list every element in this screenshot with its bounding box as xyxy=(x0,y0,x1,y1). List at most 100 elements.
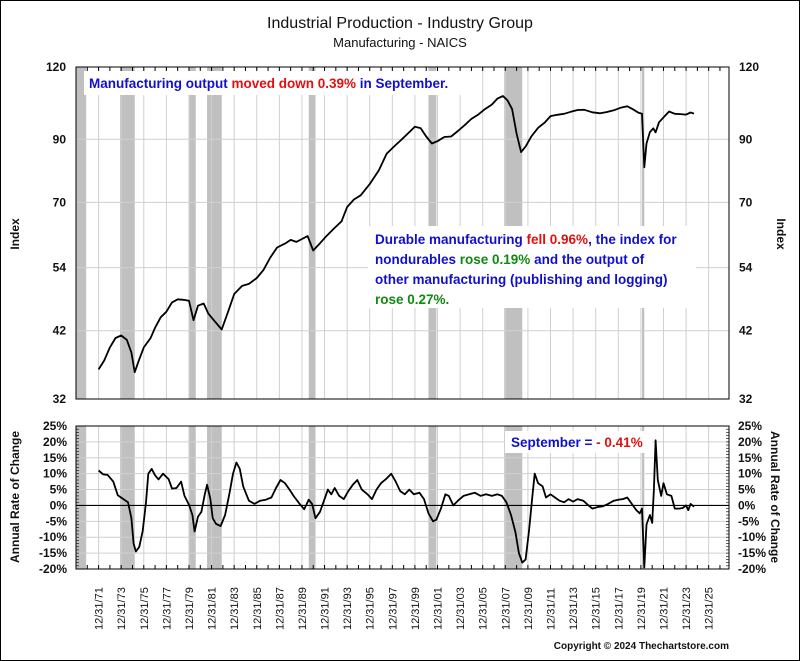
chart-subtitle: Manufacturing - NAICS xyxy=(333,35,467,50)
bottom-ytick-right: 15% xyxy=(738,451,762,465)
x-tick-label: 12/31/05 xyxy=(478,587,490,630)
annotation-span: Manufacturing output xyxy=(89,76,231,91)
top-ytick-right: 120 xyxy=(739,60,759,74)
recession-band xyxy=(428,426,437,569)
recession-band xyxy=(76,426,87,569)
recession-band xyxy=(642,426,645,569)
recession-band xyxy=(207,67,222,399)
annotation-headline: Manufacturing output moved down 0.39% in… xyxy=(89,76,448,91)
x-tick-label: 12/31/13 xyxy=(568,587,580,630)
x-tick-label: 12/31/91 xyxy=(320,587,332,630)
bottom-ytick-left: 0% xyxy=(50,498,68,512)
bottom-ytick-left: 15% xyxy=(43,451,67,465)
recession-band xyxy=(120,67,135,399)
annotation-box-2 xyxy=(368,226,696,308)
bottom-ytick-right: -5% xyxy=(738,514,760,528)
recession-band xyxy=(188,426,196,569)
bottom-ytick-right: -10% xyxy=(738,530,766,544)
annotation-span: rose 0.19% xyxy=(460,252,531,267)
x-tick-label: 12/31/17 xyxy=(613,587,625,630)
recession-band xyxy=(76,67,87,399)
top-ytick-right: 32 xyxy=(739,392,753,406)
annotation-september: September = - 0.41% xyxy=(511,435,643,450)
bottom-ytick-left: 25% xyxy=(43,419,67,433)
x-tick-label: 12/31/15 xyxy=(591,587,603,630)
annotation-span: in September. xyxy=(356,76,448,91)
bottom-ytick-left: 10% xyxy=(43,467,67,481)
bottom-ytick-left: 5% xyxy=(50,483,68,497)
x-tick-label: 12/31/21 xyxy=(659,587,671,630)
bottom-ytick-right: -20% xyxy=(738,562,766,576)
annotation-span: and the output of xyxy=(530,252,644,267)
rate-of-change-line xyxy=(98,439,695,569)
bottom-ytick-left: -5% xyxy=(46,514,68,528)
bottom-ytick-right: 5% xyxy=(738,483,756,497)
recession-band xyxy=(308,426,316,569)
x-axis: 12/31/71 12/31/73 12/31/75 12/31/77 12/31/79… xyxy=(94,587,716,630)
top-ytick-right: 42 xyxy=(739,324,753,338)
bottom-ylabel-left: Annual Rate of Change xyxy=(8,431,22,563)
recession-band xyxy=(308,67,316,399)
x-tick-label: 12/31/89 xyxy=(297,587,309,630)
annotation-line: other manufacturing (publishing and logg… xyxy=(375,272,667,287)
x-tick-label: 12/31/25 xyxy=(704,587,716,630)
bottom-plot-border xyxy=(75,425,730,570)
x-tick-label: 12/31/99 xyxy=(410,587,422,630)
bottom-ytick-left: 20% xyxy=(43,435,67,449)
bottom-ytick-right: 25% xyxy=(738,419,762,433)
annotation-span: fell 0.96% xyxy=(527,232,589,247)
bottom-ylabel-right: Annual Rate of Change xyxy=(768,431,782,563)
annotation-span: Durable manufacturing xyxy=(375,232,527,247)
top-ytick-right: 70 xyxy=(739,195,753,209)
recession-band xyxy=(188,67,196,399)
top-ytick-left: 70 xyxy=(53,195,67,209)
annotation-box-3 xyxy=(505,431,652,453)
bottom-ytick-left: -20% xyxy=(39,562,67,576)
x-tick-label: 12/31/03 xyxy=(455,587,467,630)
annotation-span: - 0.41% xyxy=(596,435,643,450)
x-tick-label: 12/31/71 xyxy=(94,587,106,630)
bottom-panel: -20% -20%-15% -15%-10% -10%-5% -5%0% 0%5% 5%10… xyxy=(39,419,766,576)
x-tick-label: 12/31/87 xyxy=(274,587,286,630)
top-ytick-left: 90 xyxy=(53,132,67,146)
recession-band xyxy=(504,426,523,569)
x-tick-label: 12/31/11 xyxy=(546,588,558,630)
top-ytick-left: 42 xyxy=(53,324,67,338)
x-tick-label: 12/31/09 xyxy=(523,587,535,630)
bottom-ytick-right: 0% xyxy=(738,498,756,512)
bottom-ytick-right: 10% xyxy=(738,467,762,481)
annotation-span: rose 0.27%. xyxy=(375,292,449,307)
x-tick-label: 12/31/73 xyxy=(116,587,128,630)
manufacturing-index-line xyxy=(97,95,695,374)
annotation-span: other manufacturing (publishing and logg… xyxy=(375,272,667,287)
top-panel: 32 32 42 42 54 54 70 70 90 90 120 120 Manufacturing … xyxy=(46,60,759,406)
x-tick-label: 12/31/07 xyxy=(500,587,512,630)
annotation-line: rose 0.27%. xyxy=(375,292,449,307)
x-tick-label: 12/31/79 xyxy=(184,587,196,630)
top-ytick-right: 90 xyxy=(739,132,753,146)
annotation-span: nondurables xyxy=(375,252,460,267)
bottom-ytick-right: -15% xyxy=(738,546,766,560)
x-tick-label: 12/31/97 xyxy=(387,587,399,630)
x-tick-label: 12/31/83 xyxy=(229,587,241,630)
x-tick-label: 12/31/85 xyxy=(252,587,264,630)
copyright: Copyright © 2024 Thechartstore.com xyxy=(554,641,729,652)
top-ylabel-right: Index xyxy=(774,218,788,250)
x-tick-label: 12/31/75 xyxy=(139,587,151,630)
top-ylabel-left: Index xyxy=(8,218,22,250)
x-tick-label: 12/31/77 xyxy=(161,587,173,630)
top-ytick-right: 54 xyxy=(739,261,753,275)
bottom-ytick-right: 20% xyxy=(738,435,762,449)
top-ytick-left: 32 xyxy=(53,392,67,406)
x-tick-label: 12/31/23 xyxy=(681,587,693,630)
top-ytick-left: 120 xyxy=(46,60,66,74)
x-tick-label: 12/31/81 xyxy=(207,587,219,630)
annotation-span: moved down 0.39% xyxy=(231,76,356,91)
annotation-box-1 xyxy=(84,71,476,95)
annotation-span: , the index for xyxy=(588,232,677,247)
x-tick-label: 12/31/95 xyxy=(365,587,377,630)
top-plot-border xyxy=(75,66,730,400)
recession-band xyxy=(120,426,135,569)
bottom-ytick-left: -15% xyxy=(39,546,67,560)
